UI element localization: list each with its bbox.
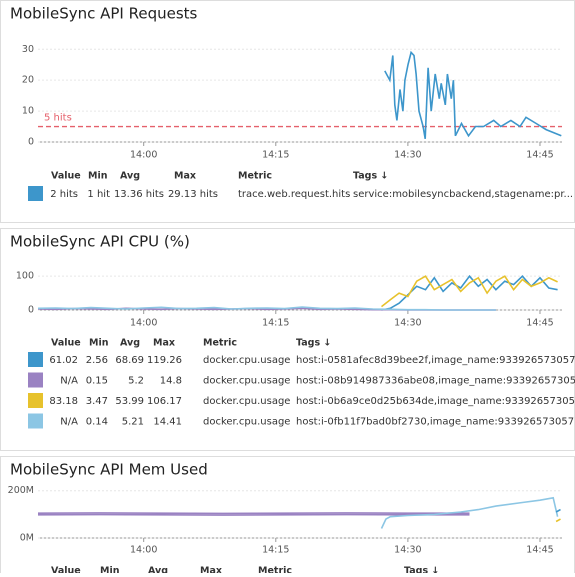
legend-swatch — [28, 413, 43, 429]
legend-header: Avg — [148, 566, 168, 574]
threshold-label: 5 hits — [44, 113, 72, 124]
series-line — [37, 513, 470, 516]
x-tick-label: 14:45 — [526, 318, 553, 329]
legend-cell: host:i-0fb11f7bad0bf2730,image_name:9339… — [296, 417, 575, 428]
legend-cell: 0.14 — [86, 417, 108, 428]
legend-cell: 29.13 hits — [168, 189, 218, 200]
legend-header: Tags ↓ — [404, 566, 439, 574]
x-tick-label: 14:15 — [262, 150, 289, 161]
legend-cell: 14.8 — [160, 376, 182, 387]
legend-cell: 5.2 — [128, 376, 144, 387]
y-tick-label: 20 — [22, 75, 34, 86]
legend-cell: docker.cpu.usage — [203, 355, 290, 366]
legend-header: Min — [89, 338, 109, 349]
legend-header: Avg — [120, 171, 140, 182]
panel-title: MobileSync API CPU (%) — [10, 233, 190, 251]
legend-header: Avg — [120, 338, 140, 349]
legend-cell: N/A — [60, 417, 78, 428]
legend-cell: 3.47 — [86, 396, 108, 407]
legend-cell: 1 hit — [87, 189, 110, 200]
panel — [0, 228, 575, 451]
legend-header: Max — [174, 171, 196, 182]
legend-header: Metric — [238, 171, 272, 182]
legend-cell: docker.cpu.usage — [203, 417, 290, 428]
legend-cell: docker.cpu.usage — [203, 396, 290, 407]
legend-cell: trace.web.request.hits — [238, 189, 350, 200]
x-tick-label: 14:00 — [130, 318, 157, 329]
series-line — [555, 508, 561, 513]
legend-cell: 106.17 — [147, 396, 182, 407]
legend-header: Max — [153, 338, 175, 349]
x-tick-label: 14:15 — [262, 318, 289, 329]
legend-swatch — [28, 186, 43, 201]
legend-cell: 2 hits — [50, 189, 78, 200]
legend-header: Max — [200, 566, 222, 574]
legend-header: Value — [51, 171, 81, 182]
legend-cell: 13.36 hits — [114, 189, 164, 200]
series-line — [384, 50, 562, 140]
legend-cell: host:i-0b6a9ce0d25b634de,image_name:9339… — [296, 396, 575, 407]
x-tick-label: 14:00 — [130, 150, 157, 161]
legend-cell: 0.15 — [86, 376, 108, 387]
panel-title: MobileSync API Mem Used — [10, 461, 208, 479]
legend-cell: 2.56 — [86, 355, 108, 366]
legend-cell: 53.99 — [115, 396, 144, 407]
legend-header: Metric — [258, 566, 292, 574]
legend-cell: 83.18 — [49, 396, 78, 407]
legend-header: Min — [100, 566, 120, 574]
legend-header: Value — [51, 338, 81, 349]
legend-cell: 14.41 — [153, 417, 182, 428]
x-tick-label: 14:30 — [394, 318, 421, 329]
x-tick-label: 14:45 — [526, 545, 553, 556]
legend-cell: service:mobilesyncbackend,stagename:pr..… — [353, 189, 573, 200]
y-tick-label: 10 — [22, 106, 34, 117]
legend-cell: N/A — [60, 376, 78, 387]
x-tick-label: 14:30 — [394, 150, 421, 161]
legend-cell: host:i-0581afec8d39bee2f,image_name:9339… — [296, 355, 575, 366]
series-line — [37, 512, 470, 515]
legend-header: Value — [51, 566, 81, 574]
legend-cell: 5.21 — [122, 417, 144, 428]
legend-cell: docker.cpu.usage — [203, 376, 290, 387]
legend-swatch — [28, 393, 43, 408]
legend-header: Min — [88, 171, 108, 182]
legend-cell: host:i-08b914987336abe08,image_name:9339… — [296, 376, 575, 387]
panel-title: MobileSync API Requests — [10, 5, 198, 23]
legend-header: Metric — [203, 338, 237, 349]
y-tick-label: 200M — [8, 485, 34, 496]
y-tick-label: 0 — [28, 137, 34, 148]
series-line — [381, 275, 558, 308]
x-tick-label: 14:15 — [262, 545, 289, 556]
series-line — [555, 518, 561, 523]
y-tick-label: 0 — [28, 305, 34, 316]
legend-cell: 119.26 — [147, 355, 182, 366]
y-tick-label: 30 — [22, 44, 34, 55]
y-tick-label: 100 — [16, 271, 34, 282]
series-line — [380, 496, 559, 529]
legend-cell: 68.69 — [115, 355, 144, 366]
x-tick-label: 14:30 — [394, 545, 421, 556]
series-line — [37, 306, 496, 311]
y-tick-label: 0M — [20, 533, 34, 544]
legend-header: Tags ↓ — [353, 171, 388, 182]
legend-header: Tags ↓ — [296, 338, 331, 349]
legend-cell: 61.02 — [49, 355, 78, 366]
x-tick-label: 14:45 — [526, 150, 553, 161]
x-tick-label: 14:00 — [130, 545, 157, 556]
panel — [0, 456, 575, 577]
legend-swatch — [28, 352, 43, 367]
legend-swatch — [28, 372, 43, 388]
